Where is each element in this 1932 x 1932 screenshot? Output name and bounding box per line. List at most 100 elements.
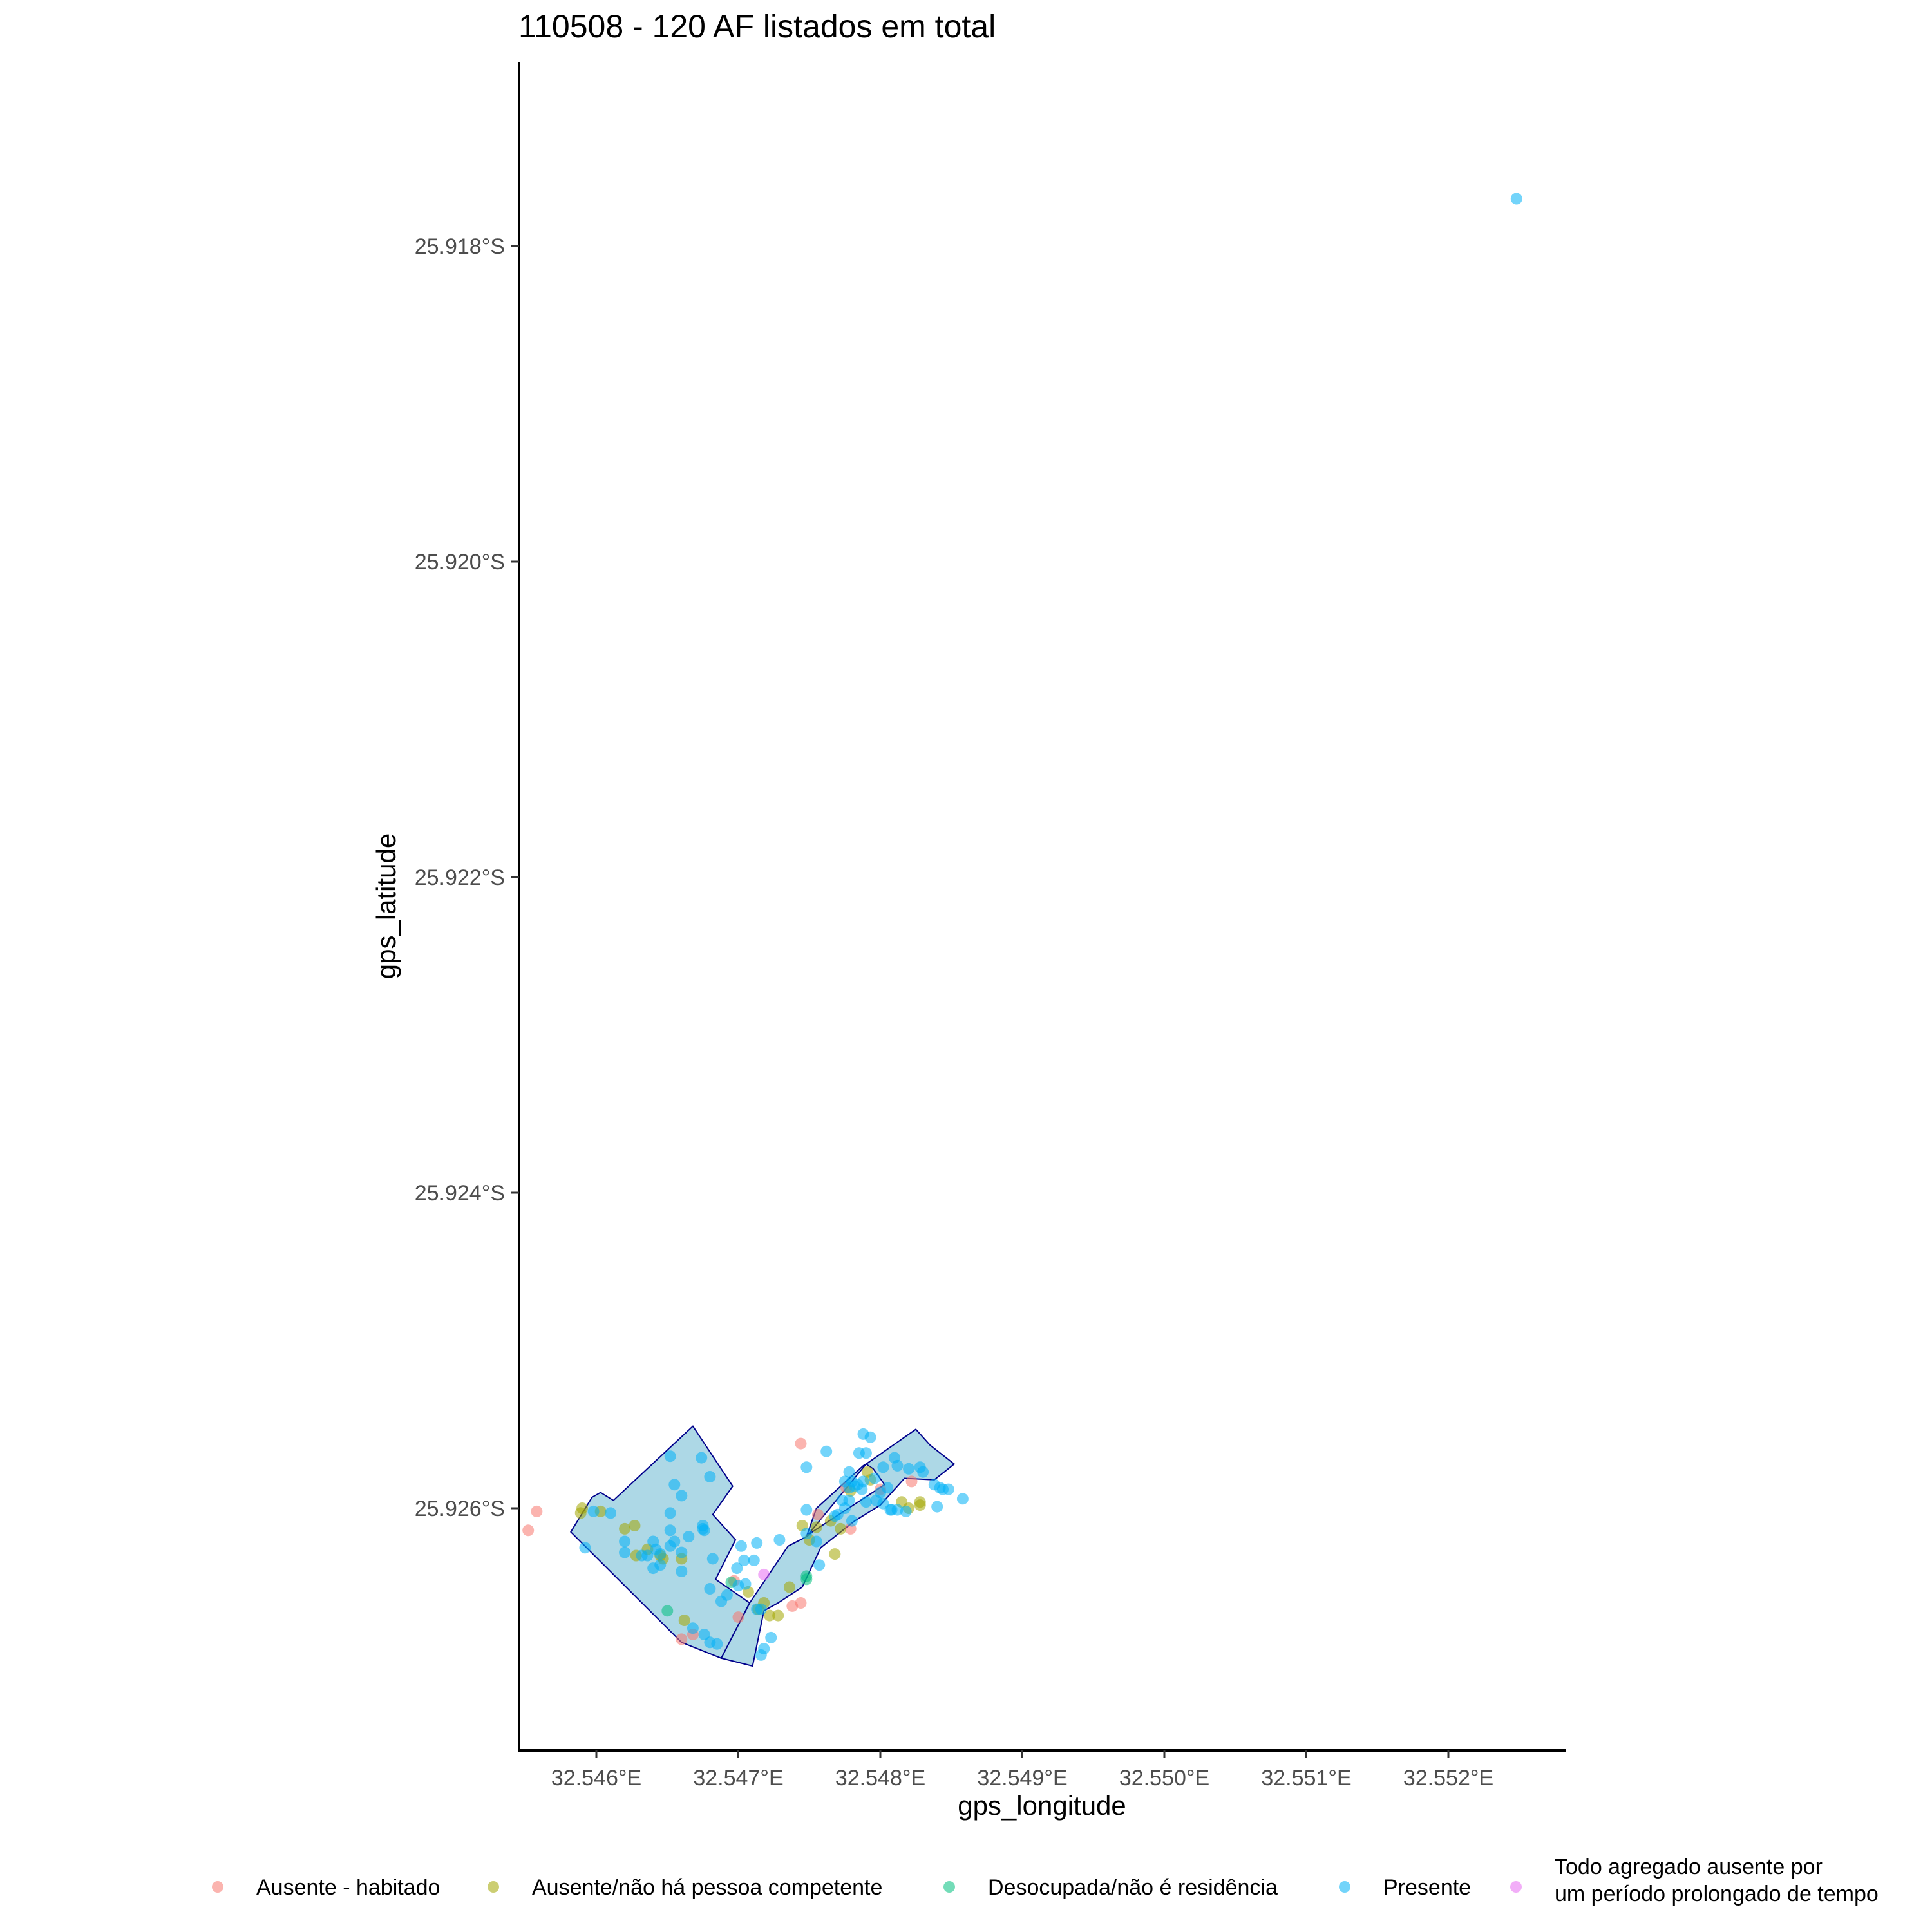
data-point (820, 1445, 833, 1457)
data-point (619, 1546, 631, 1558)
legend: Ausente - habitado Ausente/não há pessoa … (212, 1855, 1879, 1906)
data-point (877, 1497, 889, 1510)
data-point (696, 1452, 708, 1464)
data-point (843, 1482, 855, 1494)
data-point (678, 1615, 690, 1626)
data-point (758, 1643, 770, 1655)
data-point (706, 1553, 719, 1565)
x-tick-label: 32.549°E (977, 1766, 1067, 1790)
data-point (905, 1475, 918, 1488)
data-point (619, 1522, 631, 1535)
data-point (732, 1611, 744, 1624)
data-point (860, 1496, 872, 1508)
y-tick-label: 25.920°S (415, 550, 505, 574)
x-tick-label: 32.546°E (551, 1766, 641, 1790)
plot-title: 110508 - 120 AF listados em total (518, 8, 996, 44)
data-point (739, 1578, 752, 1590)
data-point (654, 1559, 667, 1571)
data-point (877, 1461, 889, 1473)
data-point (800, 1504, 813, 1516)
x-tick-label: 32.547°E (693, 1766, 783, 1790)
data-point (903, 1463, 915, 1475)
data-point (587, 1505, 600, 1517)
data-point (836, 1494, 848, 1506)
data-point (942, 1483, 954, 1495)
x-tick-label: 32.548°E (835, 1766, 925, 1790)
data-point (773, 1534, 786, 1546)
data-point (676, 1566, 688, 1577)
legend-key (212, 1881, 223, 1893)
data-point (800, 1573, 813, 1586)
y-axis-ticks: 25.918°S 25.920°S 25.922°S 25.924°S 25.926°S (415, 234, 519, 1521)
data-point (900, 1505, 912, 1517)
data-point (704, 1583, 716, 1595)
x-tick-label: 32.551°E (1261, 1766, 1351, 1790)
x-tick-label: 32.552°E (1403, 1766, 1493, 1790)
legend-key (943, 1881, 955, 1893)
data-point (829, 1548, 841, 1560)
data-point (810, 1521, 822, 1533)
legend-label: Ausente - habitado (256, 1875, 440, 1900)
legend-label: Todo agregado ausente por (1555, 1855, 1823, 1879)
y-tick-label: 25.924°S (415, 1181, 505, 1206)
data-point (751, 1537, 763, 1549)
data-point (1510, 193, 1522, 205)
data-point (795, 1437, 807, 1450)
x-axis-ticks: 32.546°E 32.547°E 32.548°E 32.549°E 32.550°E… (551, 1750, 1493, 1790)
data-point (813, 1559, 826, 1571)
data-point (882, 1482, 893, 1494)
data-point (650, 1543, 662, 1555)
area-polygon (570, 1425, 751, 1660)
y-axis-title: gps_latitude (371, 833, 401, 980)
data-point (683, 1531, 695, 1543)
data-point (856, 1483, 868, 1495)
data-point (664, 1507, 676, 1519)
data-point (835, 1522, 847, 1535)
y-tick-label: 25.918°S (415, 234, 505, 259)
data-point (721, 1589, 733, 1601)
data-point (668, 1479, 681, 1491)
data-point (783, 1581, 795, 1593)
y-tick-label: 25.922°S (415, 866, 505, 890)
data-point (765, 1631, 777, 1643)
data-point (668, 1535, 681, 1548)
data-point (738, 1554, 750, 1566)
data-point (758, 1568, 770, 1580)
legend-label: Presente (1383, 1875, 1471, 1900)
data-point (786, 1600, 799, 1612)
data-point (735, 1540, 747, 1552)
data-point (956, 1493, 969, 1505)
data-point (864, 1431, 876, 1443)
x-tick-label: 32.550°E (1119, 1766, 1209, 1790)
data-point (531, 1505, 543, 1517)
data-point (917, 1466, 929, 1478)
data-point (576, 1502, 588, 1514)
data-point (711, 1638, 723, 1650)
data-point (772, 1609, 784, 1622)
data-point (676, 1633, 688, 1645)
data-point (697, 1520, 709, 1531)
data-point (704, 1471, 716, 1482)
legend-label: Ausente/não há pessoa competente (532, 1875, 882, 1900)
data-point (843, 1466, 855, 1478)
data-point (810, 1535, 822, 1548)
data-point (931, 1501, 943, 1513)
data-point (629, 1520, 641, 1531)
data-point (676, 1490, 688, 1502)
y-tick-label: 25.926°S (415, 1497, 505, 1521)
data-point (891, 1459, 904, 1472)
legend-key (488, 1881, 499, 1893)
data-point (755, 1603, 767, 1615)
legend-label: Desocupada/não é residência (988, 1875, 1278, 1900)
data-points (522, 193, 1522, 1661)
data-point (661, 1605, 674, 1617)
x-axis-title: gps_longitude (958, 1790, 1126, 1821)
data-point (846, 1515, 858, 1527)
data-point (605, 1507, 617, 1519)
legend-label: um período prolongado de tempo (1555, 1882, 1879, 1906)
data-point (731, 1562, 743, 1575)
data-point (914, 1496, 926, 1508)
data-point (664, 1524, 676, 1537)
data-point (619, 1535, 631, 1548)
